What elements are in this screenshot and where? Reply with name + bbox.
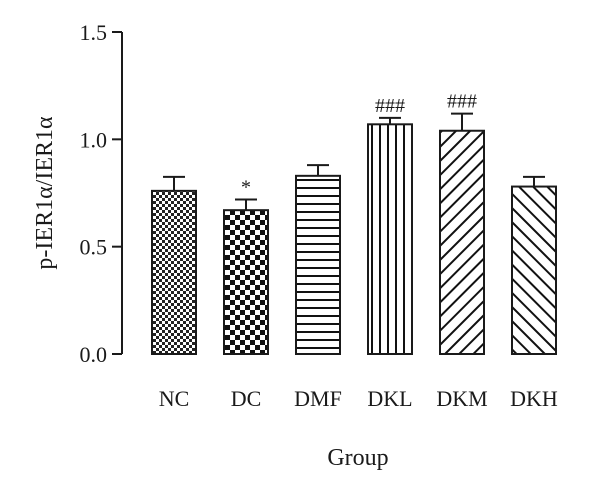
y-axis: 0.0 0.5 1.0 1.5 — [80, 20, 123, 367]
bars: * ### ### — [151, 91, 557, 355]
x-axis-title: Group — [327, 445, 388, 471]
bar-dmf — [295, 174, 341, 355]
error-bar-nc — [163, 175, 185, 191]
x-tick-label: DKM — [436, 386, 487, 411]
error-bar-dkm — [451, 112, 473, 131]
y-tick-label: 1.0 — [80, 127, 108, 152]
error-bar-dmf — [307, 164, 329, 176]
y-tick-label: 0.0 — [80, 342, 108, 367]
y-tick-label: 1.5 — [80, 20, 108, 45]
x-tick-label: DMF — [294, 386, 342, 411]
error-bar-dkh — [523, 175, 545, 187]
y-tick-label: 0.5 — [80, 235, 108, 260]
significance-label: ### — [375, 95, 405, 117]
bar-dkl — [367, 123, 413, 355]
significance-label: * — [241, 176, 251, 198]
error-bar-dkl — [379, 116, 401, 125]
significance-label: ### — [447, 91, 477, 113]
bar-dc — [223, 209, 269, 355]
x-tick-label: NC — [159, 386, 190, 411]
x-tick-label: DKL — [367, 386, 412, 411]
x-tick-labels: NC DC DMF DKL DKM DKH — [159, 386, 558, 411]
y-axis-title: p-IER1α/IER1α — [32, 116, 58, 270]
bar-nc — [151, 189, 197, 355]
x-tick-label: DKH — [510, 386, 558, 411]
x-tick-label: DC — [231, 386, 262, 411]
error-bar-dc — [235, 198, 257, 211]
bar-dkm — [439, 129, 485, 355]
bar-dkh — [511, 185, 557, 355]
